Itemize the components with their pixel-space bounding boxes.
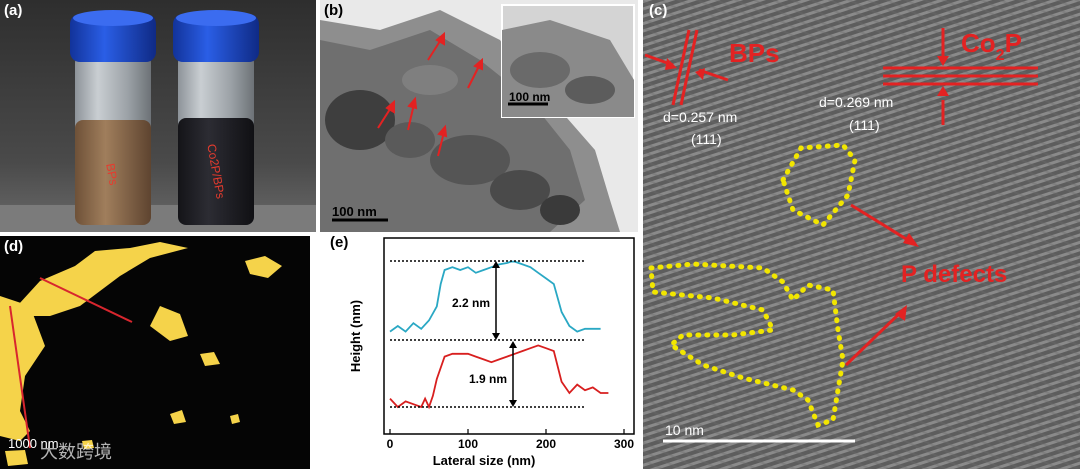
panel-c-label: (c) [649, 2, 668, 19]
panel-b: 100 nm 100 nm (b) [320, 0, 638, 232]
panel-a-photo: BPs Co2P/BPs [0, 0, 316, 232]
panel-d-label: (d) [4, 238, 24, 255]
afm-profile-line-2 [39, 277, 133, 323]
co2p-lattice-lines [883, 28, 1038, 125]
annotation-1-9nm: 1.9 nm [469, 372, 507, 386]
p-defects-label: P defects [901, 261, 1007, 288]
bps-d-spacing: d=0.257 nm [663, 109, 737, 125]
afm-profile-line-1 [9, 305, 31, 449]
height-profile-chart: 0 100 200 300 2.2 nm 1.9 nm Lateral size (n… [348, 237, 635, 468]
co2p-label: Co2P [961, 28, 1022, 64]
panel-b-label: (b) [324, 2, 344, 19]
afm-image: 1000 nm 大数跨境 [0, 236, 310, 469]
hrtem-scale-text: 10 nm [665, 422, 704, 438]
panel-a-label: (a) [4, 2, 23, 19]
panel-e-label: (e) [330, 234, 349, 251]
co2p-hkl: (111) [849, 117, 880, 133]
co2p-vial [173, 10, 259, 225]
panel-d: 1000 nm 大数跨境 (d) [0, 236, 310, 469]
x-tick-label: 100 [458, 437, 478, 451]
defect-arrows [844, 203, 912, 367]
watermark-text: 大数跨境 [40, 442, 112, 462]
bps-vial-text: BPs [103, 162, 121, 186]
inset-scale-text: 100 nm [509, 90, 550, 104]
defect-outline-1 [780, 142, 858, 229]
x-tick-label: 200 [536, 437, 556, 451]
afm-scale-text: 1000 nm [8, 436, 59, 451]
bps-vial [70, 10, 156, 225]
annotation-2-2nm: 2.2 nm [452, 296, 490, 310]
x-tick-label: 0 [387, 437, 394, 451]
panel-c: BPs d=0.257 nm (111) Co2P d=0.269 nm (11… [643, 0, 1080, 469]
x-axis-label: Lateral size (nm) [433, 453, 536, 468]
tem-arrows [377, 31, 483, 157]
plot-frame [383, 237, 635, 435]
profile-series-2 [389, 344, 609, 410]
panel-e: 0 100 200 300 2.2 nm 1.9 nm Lateral size (n… [314, 234, 640, 469]
tem-image: 100 nm 100 nm [320, 0, 638, 232]
height-arrows [495, 264, 514, 404]
hrtem-image: BPs d=0.257 nm (111) Co2P d=0.269 nm (11… [643, 0, 1080, 469]
defect-outline-2 [648, 261, 846, 429]
bps-label: BPs [729, 38, 780, 68]
tem-inset: 100 nm [501, 4, 635, 118]
y-axis-label: Height (nm) [348, 300, 363, 372]
main-scale-text: 100 nm [332, 204, 377, 219]
panel-a: BPs Co2P/BPs (a) [0, 0, 316, 232]
co2p-d-spacing: d=0.269 nm [819, 94, 893, 110]
x-tick-label: 300 [614, 437, 634, 451]
bps-hkl: (111) [691, 131, 722, 147]
